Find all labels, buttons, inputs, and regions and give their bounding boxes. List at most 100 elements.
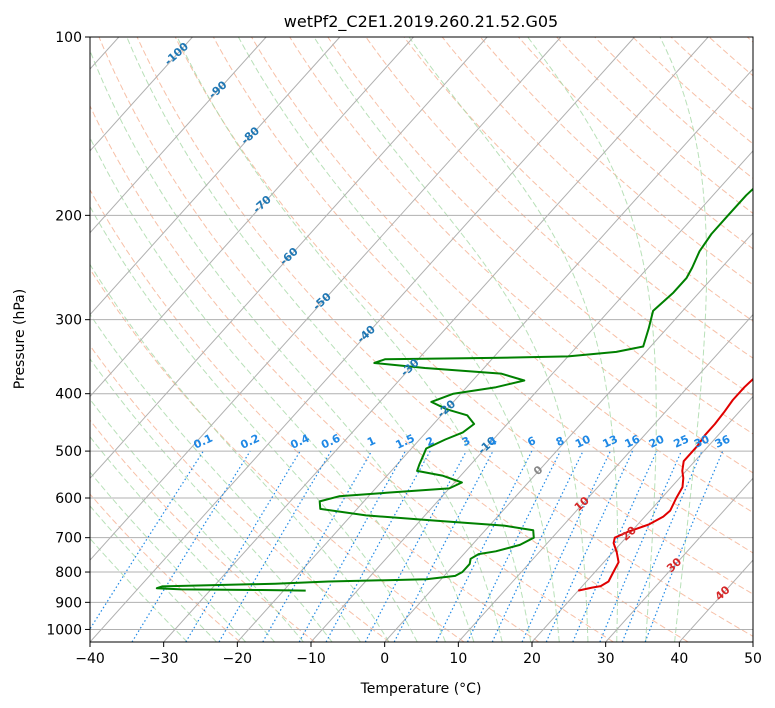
moist-adiabat-line xyxy=(527,37,657,642)
dry-adiabat-line xyxy=(441,37,753,322)
mixing-ratio-line xyxy=(545,450,634,642)
moist-adiabat-line xyxy=(90,436,275,642)
moist-adiabat-line xyxy=(90,205,418,642)
temperature-profile-line xyxy=(577,377,753,592)
mixing-ratio-label: 1 xyxy=(365,434,377,449)
mixing-ratio-line xyxy=(644,450,724,642)
dry-adiabat-line xyxy=(90,493,241,642)
y-tick-label: 500 xyxy=(55,444,82,460)
moist-adiabat-line xyxy=(90,136,446,642)
dry-adiabat-line xyxy=(212,37,753,554)
chart-title: wetPf2_C2E1.2019.260.21.52.G05 xyxy=(284,12,558,32)
isotherm-line xyxy=(163,37,709,642)
moist-adiabat-line xyxy=(90,358,333,642)
isotherm-line xyxy=(531,395,753,642)
mixing-ratio-line xyxy=(90,450,204,631)
dry-adiabat-line xyxy=(289,37,753,474)
mixing-ratio-line xyxy=(521,450,611,642)
mixing-ratio-line xyxy=(393,450,494,642)
mixing-ratio-label: 2 xyxy=(424,434,436,449)
moist-adiabat-line xyxy=(408,37,619,642)
mixing-ratio-line xyxy=(435,450,533,642)
moist-adiabat-line xyxy=(90,263,390,642)
isotherm-line xyxy=(384,231,753,642)
mixing-ratio-label: 6 xyxy=(525,434,538,449)
isotherm-label: -100 xyxy=(162,40,191,68)
mixing-ratio-label: 10 xyxy=(573,432,593,450)
y-tick-label: 800 xyxy=(55,565,82,581)
x-tick-label: −10 xyxy=(296,651,326,667)
dry-adiabat-line xyxy=(174,37,753,595)
dry-adiabat-line xyxy=(90,419,316,642)
isotherm-line xyxy=(457,313,753,642)
isotherm-line xyxy=(90,37,635,642)
y-tick-label: 700 xyxy=(55,531,82,547)
background-lines xyxy=(90,37,753,642)
dewpoint-profile-line xyxy=(155,187,753,592)
mixing-ratio-label: 20 xyxy=(647,432,667,450)
mixing-ratio-label: 1.5 xyxy=(394,432,417,452)
moist-adiabat-line xyxy=(90,313,362,642)
dry-adiabat-line xyxy=(90,188,540,642)
x-axis-label: Temperature (°C) xyxy=(360,681,482,697)
dry-adiabat-line xyxy=(746,37,753,43)
x-tick-label: 0 xyxy=(380,651,389,667)
x-tick-label: −30 xyxy=(149,651,179,667)
isotherm-line xyxy=(236,68,753,642)
x-tick-label: 40 xyxy=(670,651,688,667)
dry-adiabat-line xyxy=(403,37,753,359)
isotherm-line xyxy=(90,37,414,398)
moist-adiabat-line xyxy=(90,505,217,642)
dry-adiabat-line xyxy=(251,37,753,514)
x-tick-label: 50 xyxy=(744,651,762,667)
mixing-ratio-label: 30 xyxy=(692,432,712,450)
isotherm-line xyxy=(752,641,753,642)
y-axis-label: Pressure (hPa) xyxy=(12,289,28,389)
mixing-ratio-label: 25 xyxy=(672,433,691,451)
moist-adiabat-line xyxy=(313,37,589,642)
y-tick-label: 100 xyxy=(55,30,82,46)
moist-adiabat-line xyxy=(90,537,188,642)
moist-adiabat-line xyxy=(90,49,475,642)
dry-adiabat-line xyxy=(708,37,753,77)
isotherm-line xyxy=(90,37,562,561)
plot-frame xyxy=(89,36,754,643)
mixing-ratio-line xyxy=(599,450,682,642)
mixing-ratio-line xyxy=(621,450,703,642)
mixing-ratio-label: 0.4 xyxy=(288,432,311,452)
isotherm-line xyxy=(605,477,753,642)
y-tick-label: 900 xyxy=(55,595,82,611)
y-tick-label: 200 xyxy=(55,208,82,224)
mixing-ratio-label: 16 xyxy=(623,432,643,450)
x-tick-label: 20 xyxy=(523,651,541,667)
y-tick-label: 400 xyxy=(55,387,82,403)
dry-adiabat-line xyxy=(90,344,390,642)
isotherm-line xyxy=(90,37,267,234)
dry-adiabat-line xyxy=(90,268,465,642)
isotherm-line xyxy=(90,37,193,152)
isotherm-line xyxy=(90,37,488,480)
mixing-ratio-label: 3 xyxy=(460,434,472,449)
y-tick-label: 600 xyxy=(55,491,82,507)
isotherm-line xyxy=(678,559,753,642)
mixing-ratio-line xyxy=(364,450,467,642)
moist-adiabat-line xyxy=(237,37,560,642)
mixing-ratio-line xyxy=(572,450,658,642)
dry-adiabat-line xyxy=(136,37,753,637)
x-tick-label: 30 xyxy=(597,651,615,667)
dry-adiabat-line xyxy=(670,37,753,111)
dry-adiabat-line xyxy=(90,104,614,642)
mixing-ratio-label: 13 xyxy=(601,433,620,451)
mixing-ratio-label: 0.2 xyxy=(238,432,261,452)
y-tick-label: 300 xyxy=(55,313,82,329)
moist-adiabat-line xyxy=(90,398,304,642)
x-tick-label: −20 xyxy=(223,651,253,667)
dry-adiabat-line xyxy=(98,37,689,642)
moist-adiabat-line xyxy=(90,471,247,642)
mixing-ratio-line xyxy=(491,450,584,642)
mixing-ratio-line xyxy=(298,450,406,642)
mixing-ratio-line xyxy=(131,450,251,642)
mixing-ratio-label: 36 xyxy=(713,432,733,450)
axis-ticks: −40 −30 −20 −10 0 10 20 30 40 5010020030040050060… xyxy=(46,30,762,667)
